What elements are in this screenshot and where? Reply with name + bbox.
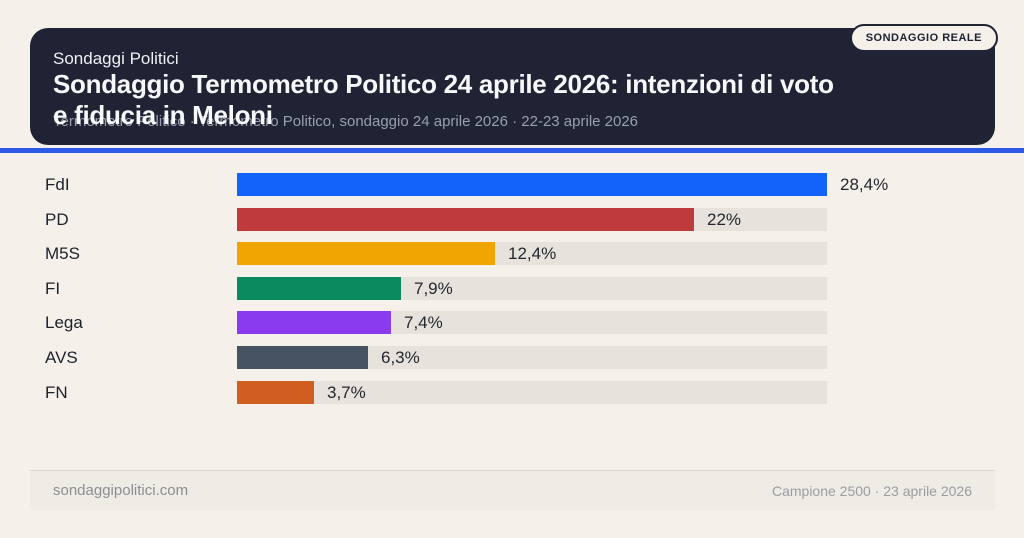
bar-track: 7,4%	[237, 311, 827, 335]
bar-track: 22%	[237, 207, 827, 231]
party-label: FdI	[45, 175, 70, 194]
bar-row: FI 7,9%	[45, 276, 827, 300]
party-label: PD	[45, 209, 69, 229]
value-label: 7,9%	[414, 278, 453, 298]
poll-bar-chart: FdI 28,4% PD 22% M5S 12,4% FI 7,9% Lega 7,4% AVS 6,…	[45, 173, 888, 404]
bar-row: AVS 6,3%	[45, 345, 827, 369]
value-label: 3,7%	[327, 382, 366, 402]
accent-divider	[0, 148, 1024, 153]
bar-fill	[237, 207, 694, 231]
footer-site-name: sondaggipolitici.com	[53, 482, 189, 499]
footer-bar: sondaggipolitici.com Campione 2500 · 23 …	[30, 470, 995, 510]
value-label: 7,4%	[404, 313, 443, 333]
value-label: 28,4%	[840, 175, 889, 194]
party-label: Lega	[45, 313, 83, 333]
bar-track: 7,9%	[237, 276, 827, 300]
footer-sample-info: Campione 2500 · 23 aprile 2026	[771, 482, 972, 499]
bar-row: Lega 7,4%	[45, 311, 827, 335]
bar-row: M5S 12,4%	[45, 242, 827, 266]
party-label: FI	[45, 278, 61, 298]
bar-fill	[237, 276, 401, 300]
site-kicker: Sondaggi Politici	[53, 49, 179, 68]
bar-row: FdI 28,4%	[45, 173, 888, 196]
value-label: 12,4%	[508, 244, 557, 264]
bar-fill	[237, 242, 495, 266]
bar-row: FN 3,7%	[45, 380, 827, 404]
bar-fill	[237, 311, 391, 335]
page-title: Sondaggio Termometro Politico 24 aprile …	[53, 69, 834, 130]
bar-fill	[237, 345, 368, 369]
header-card: Sondaggi Politici Sondaggio Termometro P…	[30, 28, 995, 145]
party-label: AVS	[45, 347, 78, 367]
value-label: 6,3%	[381, 347, 420, 367]
bar-track: 12,4%	[237, 242, 827, 266]
status-badge: SONDAGGIO REALE	[849, 24, 998, 52]
page-subtitle: Termometro Politico · Termometro Politic…	[53, 113, 639, 130]
bar-track: 6,3%	[237, 345, 827, 369]
bar-row: PD 22%	[45, 207, 827, 231]
bar-track: 3,7%	[237, 380, 827, 404]
party-label: FN	[45, 382, 68, 402]
bar-track: 28,4%	[237, 173, 888, 196]
bar-fill	[237, 380, 314, 404]
party-label: M5S	[45, 244, 80, 264]
bar-fill	[237, 173, 827, 196]
value-label: 22%	[707, 209, 742, 229]
